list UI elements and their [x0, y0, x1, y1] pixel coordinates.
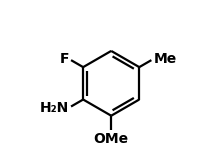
Text: F: F	[59, 52, 69, 66]
Text: Me: Me	[154, 52, 177, 66]
Text: H₂N: H₂N	[39, 101, 69, 115]
Text: OMe: OMe	[94, 132, 129, 146]
